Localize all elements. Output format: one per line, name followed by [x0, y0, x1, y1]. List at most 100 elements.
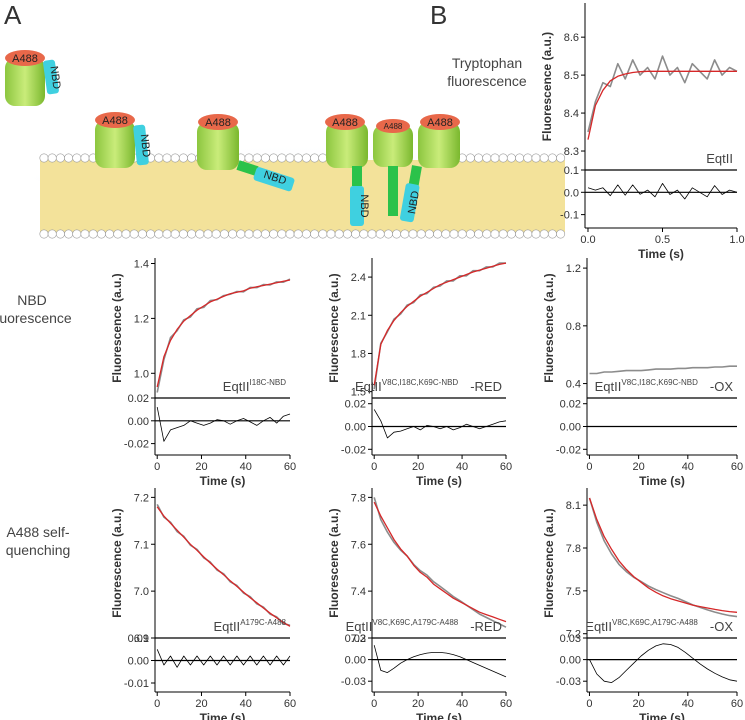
diagram-label: A488 [205, 117, 231, 129]
x-tick-label: 60 [284, 461, 296, 473]
lipid-head [80, 229, 90, 239]
lipid-head [170, 153, 180, 163]
lipid-head [260, 229, 270, 239]
x-tick-label: 20 [412, 461, 424, 473]
y-tick-label: 7.2 [351, 633, 366, 645]
data-line [156, 504, 291, 627]
lipid-head [334, 229, 344, 239]
fit-line [156, 279, 291, 388]
residual-line [587, 182, 738, 200]
protein [418, 122, 460, 168]
row-label: NBD [17, 292, 47, 308]
annotation-text: EqtII [585, 619, 612, 634]
annotation-superscript: V8C,K69C,A179C-A488 [372, 618, 458, 627]
lipid-head [359, 229, 369, 239]
annotation: EqtIIV8C,I18C,K69C-NBD -RED [355, 378, 502, 394]
diagram-label: NBD [138, 134, 152, 158]
lipid-head [211, 229, 221, 239]
lipid-head [424, 229, 434, 239]
x-tick-label: 20 [412, 698, 424, 710]
x-tick-label: 0.5 [655, 234, 670, 246]
x-axis-title: Time (s) [638, 247, 684, 261]
lipid-head [531, 229, 541, 239]
y-tick-label: 8.3 [564, 146, 579, 158]
residual-tick-label: 0.0 [564, 187, 579, 199]
lipid-head [72, 229, 82, 239]
lipid-head [96, 229, 106, 239]
annotation-text: EqtII [213, 619, 240, 634]
lipid-head [523, 229, 533, 239]
annotation-superscript: V8C,I18C,K69C-NBD [621, 378, 698, 387]
x-tick-label: 60 [500, 698, 512, 710]
lipid-head [416, 229, 426, 239]
x-tick-label: 0 [371, 698, 377, 710]
lipid-head [285, 229, 295, 239]
lipid-head [523, 153, 533, 163]
residual-tick-label: 0.00 [560, 655, 581, 667]
residual-tick-label: 0.01 [128, 633, 149, 645]
diagram-label: NBD [358, 194, 370, 217]
lipid-head [482, 153, 492, 163]
x-tick-label: 40 [682, 461, 694, 473]
lipid-head [351, 229, 361, 239]
lipid-head [269, 229, 279, 239]
residual-tick-label: -0.03 [556, 676, 581, 688]
y-tick-label: 7.2 [134, 492, 149, 504]
data-line [589, 365, 737, 375]
a488-tag [5, 50, 45, 66]
panel-letter: A [4, 0, 22, 30]
x-tick-label: 0 [586, 461, 592, 473]
x-tick-label: 40 [456, 461, 468, 473]
nbd-tag [133, 124, 149, 166]
lipid-head [474, 153, 484, 163]
y-tick-label: 7.4 [351, 586, 366, 598]
y-tick-label: 7.2 [566, 629, 581, 641]
y-tick-label: 7.6 [351, 539, 366, 551]
annotation: EqtIIV8C,K69C,A179C-A488 -OX [585, 618, 733, 634]
lipid-head [47, 153, 57, 163]
lipid-head [195, 229, 205, 239]
lipid-head [154, 229, 164, 239]
x-tick-label: 60 [500, 461, 512, 473]
residual-tick-label: 0.02 [560, 399, 581, 411]
residual-tick-label: 0.00 [345, 422, 366, 434]
y-tick-label: 8.4 [564, 108, 579, 120]
diagram-label: NBD [47, 65, 62, 90]
lipid-head [137, 229, 147, 239]
protein [95, 120, 135, 168]
lipid-head [72, 153, 82, 163]
helix [408, 165, 422, 187]
fit-line [373, 501, 507, 623]
x-axis-title: Time (s) [200, 474, 246, 488]
row-label: Tryptophan [452, 55, 522, 71]
lipid-head [301, 229, 311, 239]
residual-tick-label: 0.02 [345, 399, 366, 411]
x-tick-label: 20 [633, 461, 645, 473]
x-tick-label: 0.0 [580, 234, 595, 246]
lipid-head [531, 153, 541, 163]
x-tick-label: 40 [240, 698, 252, 710]
lipid-head [490, 153, 500, 163]
residual-line [373, 645, 507, 678]
y-tick-label: 1.2 [134, 313, 149, 325]
y-axis-title: Fluorescence (a.u.) [327, 273, 341, 382]
lipid-head [277, 153, 287, 163]
y-tick-label: 1.8 [351, 348, 366, 360]
annotation: EqtIIV8C,K69C,A179C-A488 -RED [346, 618, 502, 634]
y-tick-label: 7.8 [351, 492, 366, 504]
x-axis-title: Time (s) [416, 711, 462, 720]
residual-tick-label: -0.02 [556, 444, 581, 456]
helix [388, 166, 398, 216]
lipid-head [506, 229, 516, 239]
y-tick-label: 0.4 [566, 379, 581, 391]
y-tick-label: 1.4 [134, 258, 149, 270]
lipid-head [178, 229, 188, 239]
lipid-head [178, 153, 188, 163]
lipid-head [260, 153, 270, 163]
y-axis-title: Fluorescence (a.u.) [542, 508, 556, 617]
lipid-head [392, 229, 402, 239]
helix [352, 166, 362, 186]
lipid-head [441, 229, 451, 239]
lipid-head [310, 153, 320, 163]
lipid-head [408, 229, 418, 239]
